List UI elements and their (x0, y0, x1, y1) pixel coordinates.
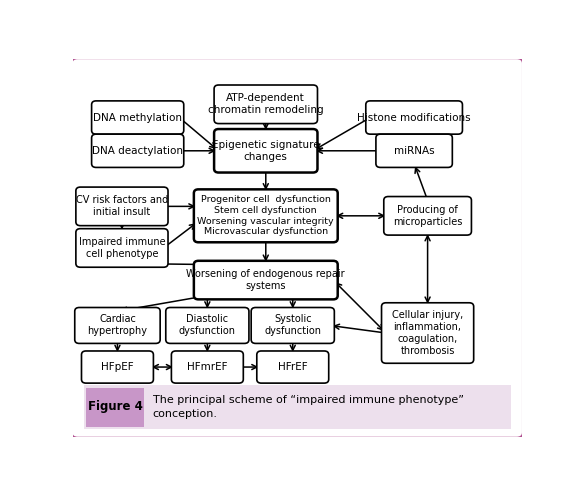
FancyBboxPatch shape (92, 134, 184, 167)
FancyBboxPatch shape (81, 351, 153, 383)
FancyBboxPatch shape (71, 58, 523, 438)
FancyBboxPatch shape (251, 307, 334, 343)
FancyBboxPatch shape (194, 190, 338, 242)
Text: ATP-dependent
chromatin remodeling: ATP-dependent chromatin remodeling (208, 93, 324, 115)
Text: Diastolic
dysfunction: Diastolic dysfunction (179, 314, 236, 336)
FancyBboxPatch shape (214, 129, 317, 172)
Text: miRNAs: miRNAs (394, 146, 434, 156)
FancyBboxPatch shape (76, 229, 168, 267)
Text: Cardiac
hypertrophy: Cardiac hypertrophy (88, 314, 147, 336)
Text: HFrEF: HFrEF (278, 362, 307, 372)
FancyBboxPatch shape (76, 187, 168, 226)
FancyBboxPatch shape (194, 261, 338, 300)
FancyBboxPatch shape (84, 385, 511, 429)
Text: The principal scheme of “impaired immune phenotype”
conception.: The principal scheme of “impaired immune… (153, 395, 463, 419)
FancyBboxPatch shape (257, 351, 329, 383)
FancyBboxPatch shape (92, 101, 184, 134)
Text: Figure 4: Figure 4 (88, 401, 143, 413)
FancyBboxPatch shape (384, 196, 472, 235)
Text: DNA methylation: DNA methylation (93, 112, 182, 123)
FancyBboxPatch shape (86, 388, 144, 427)
Text: HFpEF: HFpEF (101, 362, 134, 372)
FancyBboxPatch shape (376, 134, 452, 167)
Text: Impaired immune
cell phenotype: Impaired immune cell phenotype (79, 237, 165, 259)
Text: CV risk factors and
initial insult: CV risk factors and initial insult (76, 195, 168, 218)
FancyBboxPatch shape (75, 307, 160, 343)
Text: Systolic
dysfunction: Systolic dysfunction (264, 314, 321, 336)
Text: Cellular injury,
inflammation,
coagulation,
thrombosis: Cellular injury, inflammation, coagulati… (392, 310, 463, 356)
Text: Epigenetic signature
changes: Epigenetic signature changes (212, 140, 320, 162)
Text: Histone modifications: Histone modifications (357, 112, 471, 123)
Text: DNA deactylation: DNA deactylation (92, 146, 183, 156)
FancyBboxPatch shape (166, 307, 249, 343)
Text: Progenitor cell  dysfunction
Stem cell dysfunction
Worsening vascular integrity
: Progenitor cell dysfunction Stem cell dy… (197, 195, 334, 237)
FancyBboxPatch shape (382, 303, 474, 363)
FancyBboxPatch shape (366, 101, 462, 134)
FancyBboxPatch shape (172, 351, 244, 383)
FancyBboxPatch shape (214, 85, 317, 124)
Text: HFmrEF: HFmrEF (187, 362, 227, 372)
Text: Producing of
microparticles: Producing of microparticles (393, 205, 462, 227)
Text: Worsening of endogenous repair
systems: Worsening of endogenous repair systems (187, 269, 345, 291)
